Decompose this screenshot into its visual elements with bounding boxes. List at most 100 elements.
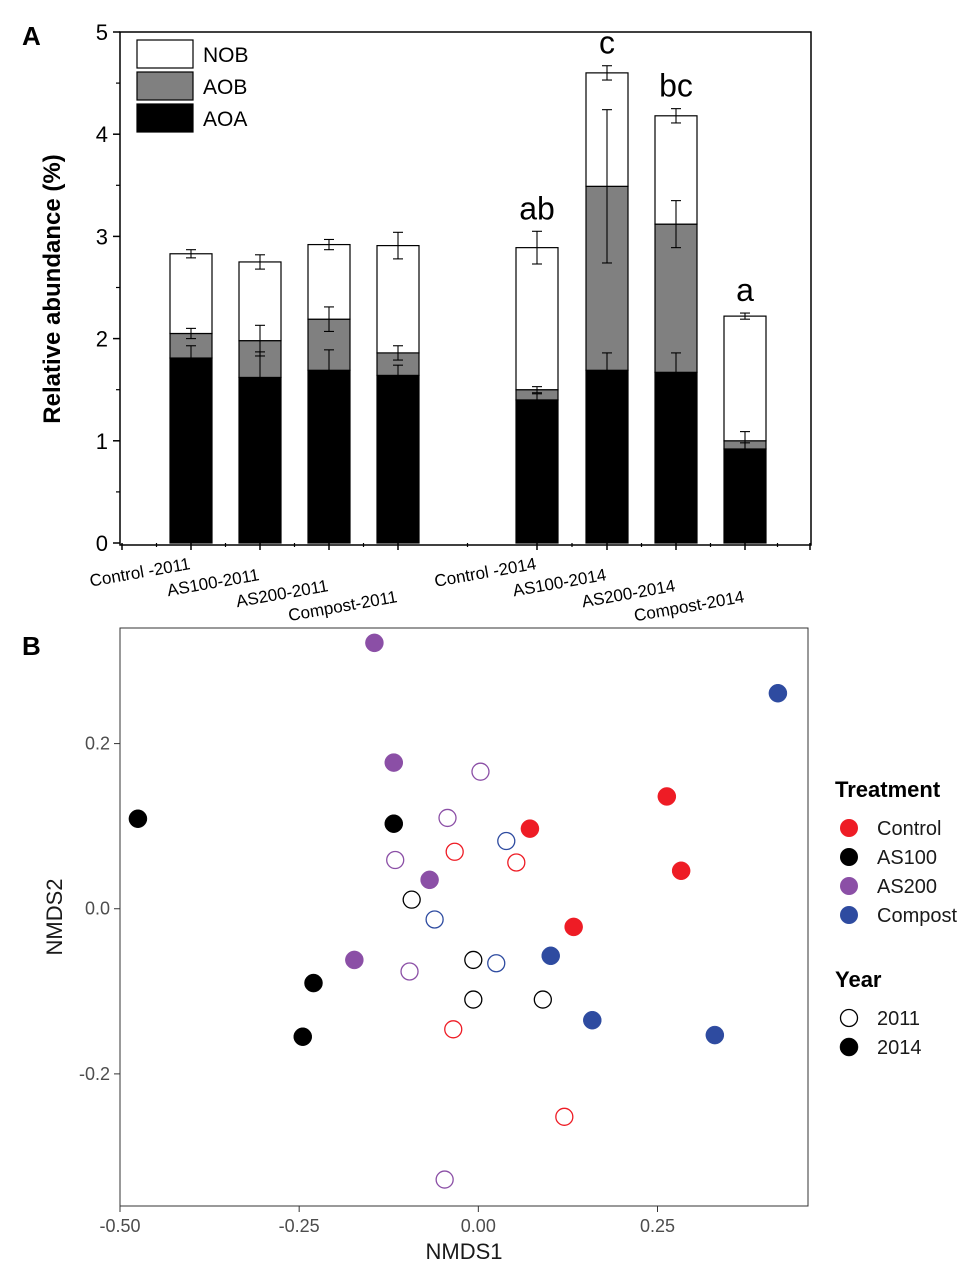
bar-aoa [307, 369, 351, 544]
y-tick-label: 4 [96, 122, 108, 147]
point-control-2011 [445, 842, 464, 861]
error-bar [532, 393, 542, 407]
x-tick-label: 0.00 [461, 1216, 496, 1236]
error-bar [393, 345, 403, 361]
legend-label: 2014 [877, 1037, 922, 1059]
legend-label: 2011 [877, 1008, 920, 1030]
legend-marker-compost [840, 906, 858, 924]
point-control-2011 [507, 853, 526, 872]
point-compost-2011 [497, 831, 516, 851]
legend-swatch-aob [136, 71, 194, 101]
point-as200-2011 [435, 1170, 454, 1189]
point-as100-2014 [293, 1027, 312, 1046]
y-axis-label-a: Relative abundance (%) [39, 154, 66, 423]
point-as200-2011 [386, 850, 405, 870]
point-as100-2014 [128, 809, 148, 828]
y-tick-label: 0 [96, 531, 108, 556]
plot-frame-a [119, 31, 812, 546]
error-bar [324, 349, 334, 392]
error-bar [740, 431, 750, 451]
y-tick-label: 5 [96, 20, 108, 45]
legend-title-year: Year [835, 967, 882, 992]
point-as100-2011 [464, 950, 483, 970]
significance-letter: ab [519, 190, 555, 226]
error-bar [255, 324, 265, 357]
plot-frame-b [119, 627, 809, 1207]
y-tick-label: -0.2 [79, 1064, 110, 1084]
error-bar [393, 231, 403, 260]
y-tick-label: 0.2 [85, 734, 110, 754]
points-b [128, 633, 788, 1189]
point-as100-2011 [533, 990, 552, 1009]
point-control-2011 [444, 1020, 463, 1039]
point-as100-2014 [304, 973, 323, 993]
error-bar [186, 327, 196, 340]
point-control-2014 [671, 861, 691, 881]
point-compost-2014 [705, 1025, 725, 1045]
legend-swatch-aoa [136, 103, 194, 133]
bar-nob [169, 253, 213, 335]
legend-marker-as200 [840, 877, 858, 895]
y-axis-a: 0 1 2 3 4 5 [96, 20, 120, 556]
bar-aoa [238, 376, 282, 544]
point-as200-2014 [420, 870, 439, 890]
significance-letter: a [736, 272, 754, 308]
legend-marker-as100 [840, 848, 858, 866]
bar-nob [376, 244, 420, 354]
point-compost-2014 [583, 1010, 602, 1030]
significance-letter: c [599, 25, 615, 61]
x-axis-a: Control -2011AS100-2011AS200-2011Compost… [88, 543, 811, 625]
y-axis-label-b: NMDS2 [42, 878, 67, 955]
y-tick-label: 0.0 [85, 899, 110, 919]
y-tick-label: 1 [96, 429, 108, 454]
error-bar [671, 352, 681, 393]
error-bar [186, 249, 196, 259]
point-compost-2014 [541, 946, 560, 966]
point-as200-2014 [365, 633, 384, 653]
error-bar [186, 345, 196, 371]
point-compost-2011 [487, 954, 506, 973]
legend-a: NOB AOB AOA [136, 39, 249, 133]
significance-letters: ab c bc a [519, 25, 754, 308]
bar-chart-a: 0 1 2 3 4 5 Control -2011AS100-2011AS200-2011… [39, 20, 812, 625]
error-bar [602, 109, 612, 264]
point-compost-2014 [768, 683, 788, 703]
point-control-2014 [657, 787, 677, 806]
bar-aoa [515, 399, 559, 544]
x-axis-label-b: NMDS1 [425, 1239, 502, 1264]
legend-marker-control [840, 819, 858, 837]
point-as100-2011 [402, 890, 421, 909]
x-tick-label: 0.25 [640, 1216, 675, 1236]
bar-nob [723, 315, 767, 442]
point-as200-2011 [438, 808, 457, 828]
bar-aoa [654, 371, 698, 544]
legend-b: Treatment Control AS100 AS200 Compost Year 201… [835, 777, 957, 1059]
error-bar [255, 254, 265, 270]
point-as100-2014 [384, 814, 404, 833]
legend-marker-year-2014 [839, 1037, 859, 1057]
legend-label: NOB [203, 44, 249, 67]
error-bar [740, 312, 750, 320]
legend-marker-year-2011 [839, 1008, 859, 1028]
bar-aoa [723, 448, 767, 544]
error-bar [671, 200, 681, 249]
legend-label: AS200 [877, 876, 937, 898]
legend-label: Control [877, 818, 941, 840]
point-control-2014 [520, 819, 540, 838]
bar-aoa [169, 357, 213, 544]
x-tick-label: -0.25 [279, 1216, 320, 1236]
scatter-chart-b: -0.50 -0.25 0.00 0.25 -0.2 0.0 0.2 NMDS1 NMDS2… [42, 627, 957, 1264]
point-as200-2011 [471, 762, 490, 781]
legend-swatch-nob [136, 39, 194, 69]
bar-nob [515, 247, 559, 391]
legend-label: AOB [203, 76, 247, 99]
point-as200-2014 [384, 753, 404, 772]
point-control-2014 [564, 917, 583, 937]
point-as200-2011 [400, 962, 419, 981]
error-bar [324, 306, 334, 332]
point-as200-2014 [345, 950, 364, 970]
axes-b: -0.50 -0.25 0.00 0.25 -0.2 0.0 0.2 [79, 734, 675, 1236]
error-bar [324, 238, 334, 251]
panel-label-a: A [22, 21, 41, 51]
